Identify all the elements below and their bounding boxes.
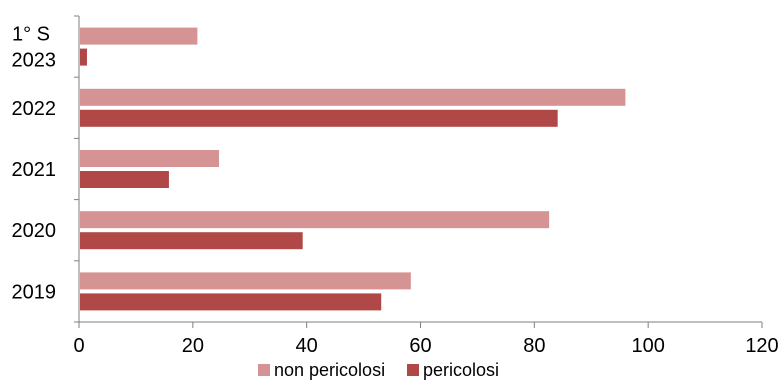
category-label: 2020 xyxy=(12,220,57,242)
legend-swatch xyxy=(258,364,270,376)
bar-non-pericolosi-2 xyxy=(80,150,220,167)
legend: non pericolosi pericolosi xyxy=(258,360,499,380)
x-tick-label: 0 xyxy=(73,335,84,357)
x-tick-label: 20 xyxy=(182,335,204,357)
x-tick-label: 100 xyxy=(631,335,664,357)
category-label: 2021 xyxy=(12,159,57,181)
legend-label: non pericolosi xyxy=(274,360,385,380)
category-label: 2022 xyxy=(12,98,57,120)
bar-pericolosi-4 xyxy=(80,48,87,66)
category-label: 1° S 2023 xyxy=(12,24,57,72)
chart-bars xyxy=(80,27,626,311)
x-axis-ticks: 0 20 40 60 80 100 120 xyxy=(73,322,779,357)
x-tick-label: 60 xyxy=(409,335,431,357)
legend-swatch xyxy=(407,364,419,376)
bar-pericolosi-0 xyxy=(80,293,382,311)
x-tick-label: 80 xyxy=(523,335,545,357)
bar-pericolosi-1 xyxy=(80,232,303,250)
bar-pericolosi-3 xyxy=(80,109,558,127)
bar-pericolosi-2 xyxy=(80,171,169,188)
bar-non-pericolosi-1 xyxy=(80,211,550,229)
category-label: 2019 xyxy=(12,281,57,303)
x-tick-label: 120 xyxy=(745,335,778,357)
bar-non-pericolosi-3 xyxy=(80,88,626,106)
x-tick-label: 40 xyxy=(296,335,318,357)
legend-label: pericolosi xyxy=(423,360,499,380)
bar-non-pericolosi-4 xyxy=(80,27,198,45)
bar-non-pericolosi-0 xyxy=(80,272,411,290)
y-axis-categories: 2019 2020 2021 2022 1° S 2023 xyxy=(12,24,57,304)
